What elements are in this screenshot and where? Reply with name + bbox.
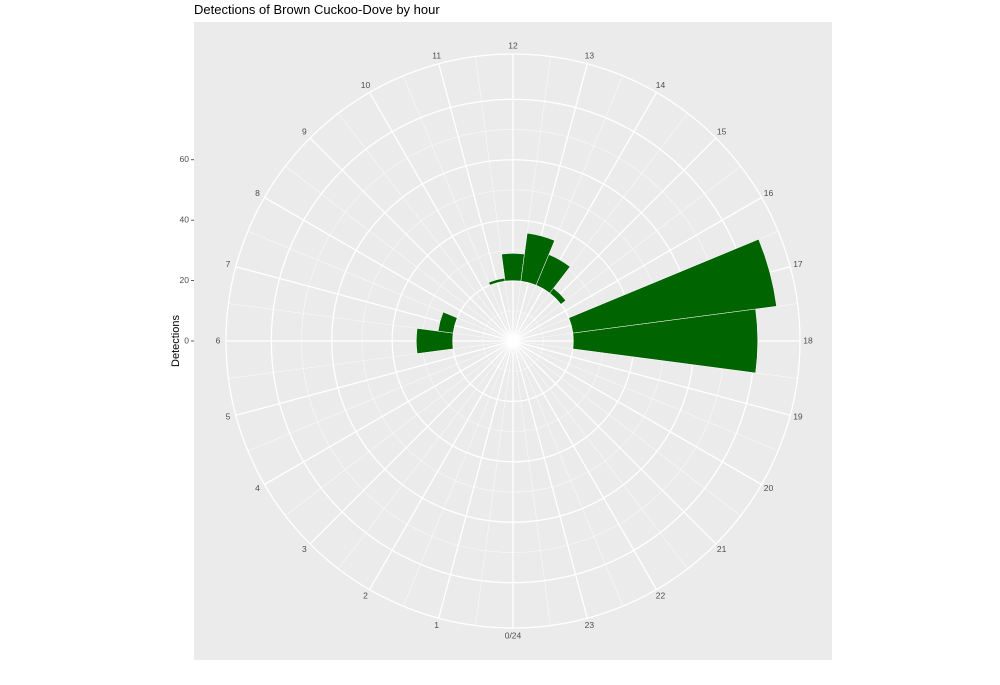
- bar-hour-13: [520, 232, 555, 286]
- chart-title: Detections of Brown Cuckoo-Dove by hour: [194, 2, 440, 17]
- hour-label: 13: [585, 50, 595, 60]
- grid-spoke-minor: [512, 166, 741, 342]
- grid-spoke-minor: [228, 340, 514, 379]
- hour-label: 23: [585, 620, 595, 630]
- bar-hour-14: [535, 254, 571, 294]
- grid-spoke-minor: [285, 166, 514, 342]
- hour-label: 16: [764, 188, 774, 198]
- grid-spoke-minor: [402, 340, 514, 607]
- grid-spoke-minor: [475, 56, 514, 342]
- grid-spoke-minor: [512, 340, 624, 607]
- y-tick-label: 40: [180, 214, 190, 224]
- grid-spoke-major: [309, 340, 514, 545]
- grid-spoke-major: [235, 266, 514, 342]
- grid-spoke-minor: [512, 340, 741, 516]
- grid-layer: [225, 53, 801, 629]
- hour-label: 4: [255, 483, 260, 493]
- grid-spoke-major: [235, 340, 514, 416]
- bar-hour-15: [549, 287, 567, 305]
- hour-label: 18: [803, 335, 813, 345]
- y-tick-label: 60: [180, 154, 190, 164]
- grid-spoke-major: [264, 340, 514, 486]
- hour-labels: 0/24123456789101112131415161718192021222…: [216, 40, 813, 640]
- grid-spoke-major: [512, 340, 588, 619]
- grid-spoke-minor: [512, 340, 551, 626]
- bar-hour-18: [572, 308, 758, 374]
- grid-spoke-major: [368, 92, 514, 342]
- hour-label: 3: [302, 544, 307, 554]
- hour-label: 22: [656, 591, 666, 601]
- hour-label: 8: [255, 188, 260, 198]
- hour-label: 11: [432, 50, 441, 60]
- grid-spoke-major: [438, 340, 514, 619]
- hour-label: 15: [717, 127, 727, 137]
- bar-hour-17: [568, 238, 777, 334]
- grid-spoke-minor: [512, 340, 779, 452]
- bars-layer: [416, 232, 777, 374]
- grid-spoke-minor: [402, 75, 514, 342]
- grid-spoke-major: [512, 63, 588, 342]
- grid-spoke-major: [512, 340, 791, 416]
- y-axis-label: Detections: [170, 315, 182, 367]
- bar-hour-12: [501, 253, 525, 282]
- grid-spoke-major: [264, 196, 514, 342]
- hour-label: 19: [793, 412, 803, 422]
- bar-hour-6: [416, 328, 454, 354]
- grid-spoke-minor: [338, 340, 514, 569]
- grid-spoke-minor: [512, 75, 624, 342]
- hour-label: 12: [508, 40, 518, 50]
- hour-label: 21: [717, 544, 727, 554]
- grid-spoke-minor: [512, 56, 551, 342]
- hour-label: 20: [764, 483, 774, 493]
- bar-hour-7: [437, 311, 458, 334]
- grid-spoke-major: [512, 137, 717, 342]
- grid-spoke-minor: [512, 340, 688, 569]
- grid-spoke-major: [309, 137, 514, 342]
- hour-label: 10: [361, 80, 371, 90]
- grid-spoke-major: [512, 340, 717, 545]
- grid-spoke-minor: [228, 303, 514, 342]
- hour-label: 5: [226, 412, 231, 422]
- grid-spoke-minor: [338, 113, 514, 342]
- hour-label: 1: [434, 620, 439, 630]
- hour-label: 6: [216, 335, 221, 345]
- y-tick-label: 20: [180, 275, 190, 285]
- grid-spoke-major: [368, 340, 514, 590]
- grid-spoke-major: [438, 63, 514, 342]
- hour-label: 7: [226, 259, 231, 269]
- y-axis: 0 20 40 60: [180, 154, 194, 345]
- grid-spoke-major: [512, 196, 762, 342]
- hour-label: 2: [363, 591, 368, 601]
- grid-spoke-major: [512, 340, 762, 486]
- grid-spoke-major: [512, 340, 658, 590]
- grid-spoke-minor: [247, 230, 514, 342]
- hour-label: 17: [793, 259, 803, 269]
- y-tick-label: 0: [184, 335, 189, 345]
- grid-spoke-minor: [285, 340, 514, 516]
- grid-spoke-minor: [247, 340, 514, 452]
- hour-label: 14: [656, 80, 666, 90]
- grid-spoke-minor: [512, 113, 688, 342]
- grid-spoke-major: [512, 92, 658, 342]
- hour-label: 9: [302, 127, 307, 137]
- hour-label: 0/24: [505, 630, 522, 640]
- grid-spoke-minor: [475, 340, 514, 626]
